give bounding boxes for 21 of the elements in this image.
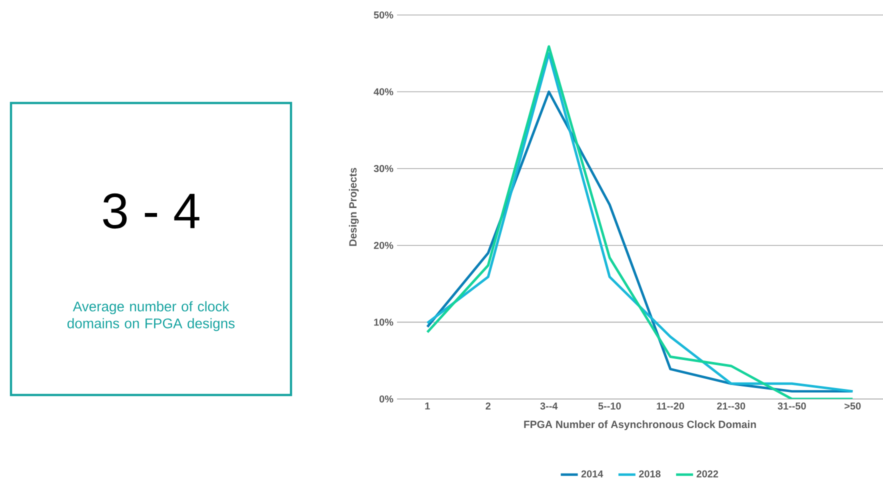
y-tick-label: 20% — [374, 242, 394, 249]
y-tick-label: 30% — [374, 165, 394, 172]
x-tick-label: 5--10 — [598, 402, 621, 410]
legend-label: 2018 — [639, 470, 661, 478]
y-tick-label: 40% — [374, 88, 394, 96]
x-tick-label: 21--30 — [717, 402, 746, 410]
x-tick-label: >50 — [844, 402, 861, 410]
legend-label: 2022 — [696, 470, 718, 478]
x-tick-label: 2 — [486, 402, 491, 410]
y-tick-label: 0% — [379, 395, 394, 403]
y-tick-label: 50% — [374, 11, 394, 19]
x-tick-label: 11--20 — [656, 402, 684, 410]
x-tick-label: 31--50 — [778, 402, 806, 410]
legend-label: 2014 — [581, 470, 604, 478]
text: 3 - 4 — [103, 193, 200, 229]
x-tick-label: 3--4 — [540, 402, 558, 410]
y-axis-title: Design Projects — [348, 168, 359, 246]
x-tick-label: 1 — [425, 402, 430, 410]
x-axis-title: FPGA Number of Asynchronous Clock Domain — [524, 420, 756, 430]
text: Average number of clock domains on FPGA designs — [67, 301, 235, 332]
y-tick-label: 10% — [374, 318, 394, 326]
